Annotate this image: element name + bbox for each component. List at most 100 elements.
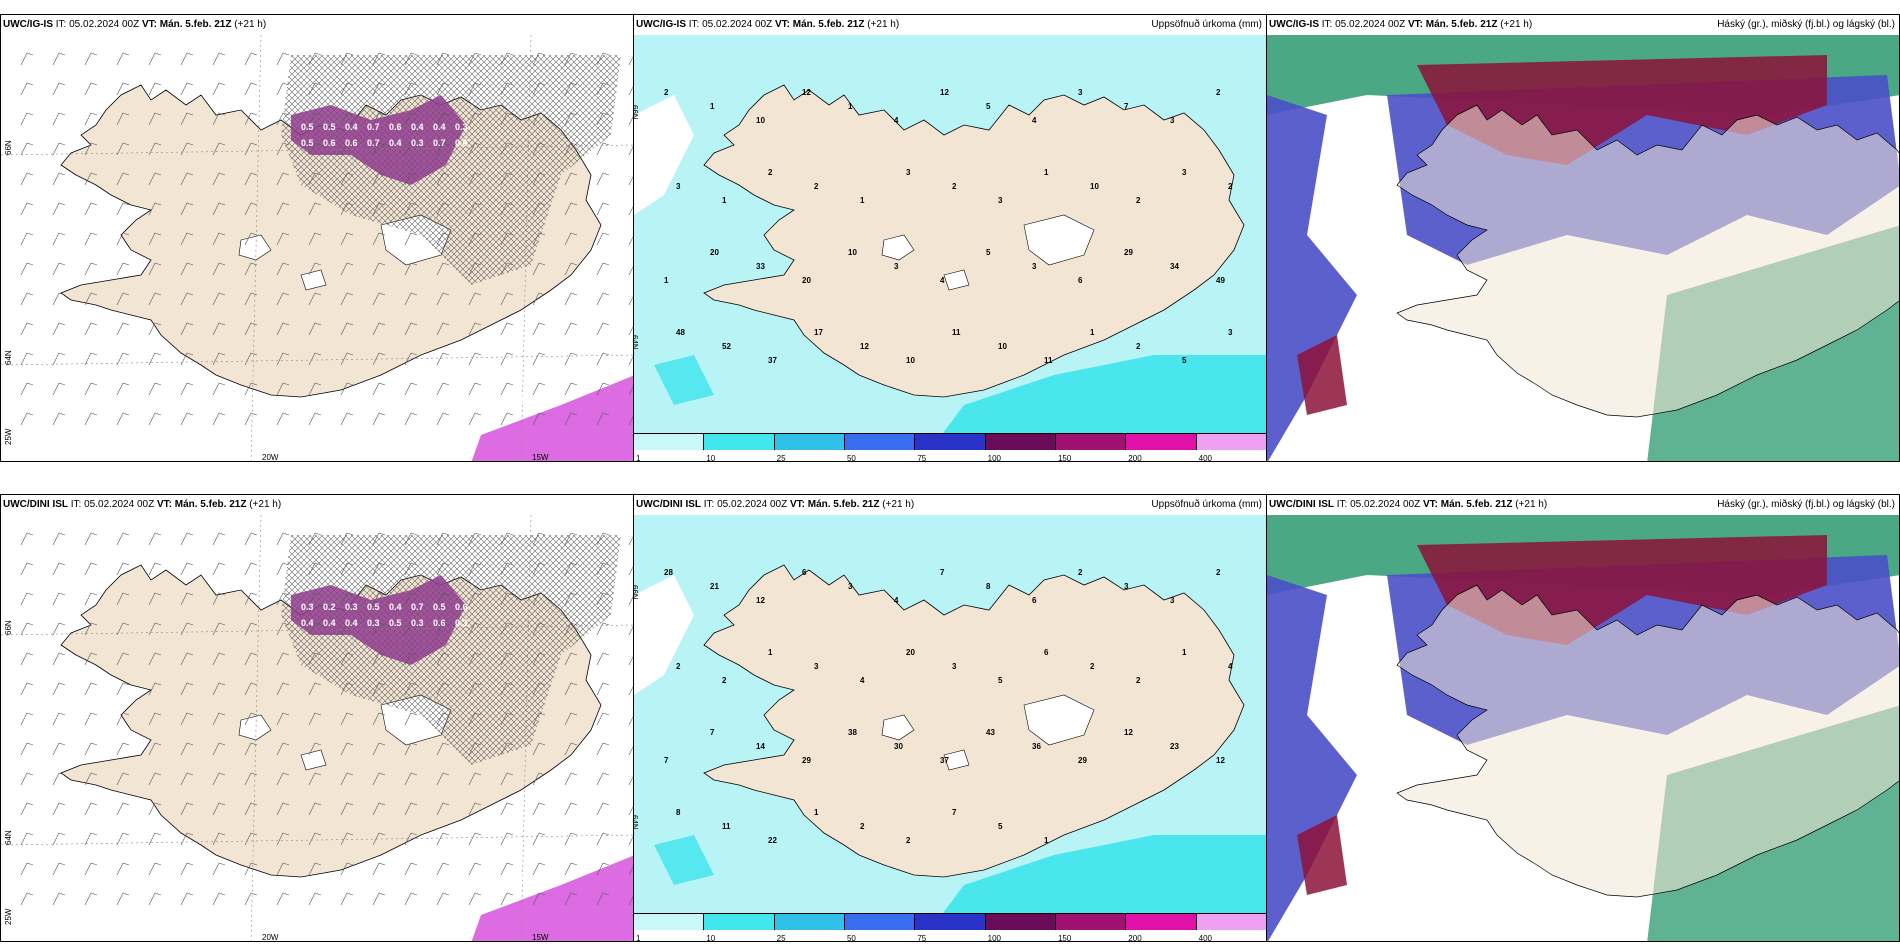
wind-barb [308,682,322,696]
wind-barb [628,626,633,636]
wind-barb [532,382,546,396]
wind-barb [116,112,130,126]
wind-barb [468,532,482,546]
wind-barb [148,202,162,216]
wind-barb [212,562,226,576]
wind-barb [244,382,258,396]
precip-value: 7 [710,728,715,737]
wind-barb [180,772,194,786]
wind-barb [596,772,610,786]
wind-barb [212,832,226,846]
wind-barb [564,772,578,786]
wind-barb [116,352,130,366]
panel-right-label: Uppsöfnuð úrkoma (mm) [1151,499,1262,510]
wind-barb [52,172,66,186]
wind-barb [212,352,226,366]
wind-barb [372,52,386,66]
magenta-area [471,375,633,461]
heavy-precip [934,355,1266,445]
precip-value: 1 [664,276,669,285]
wind-barb [20,532,34,546]
wind-barb [244,892,258,906]
wind-barb [468,562,482,576]
wind-barb [340,682,354,696]
precip-value: 52 [722,342,731,351]
wind-barb [212,202,226,216]
wind-barb [596,802,610,816]
wind-barb [84,52,98,66]
wind-barb [340,202,354,216]
precip-value: 3 [1170,596,1175,605]
colorbar-label: 150 [1057,454,1072,462]
wind-barb [116,592,130,606]
wind-barb [244,202,258,216]
wind-barb [180,622,194,636]
wind-barb [212,742,226,756]
wind-barb [436,82,450,96]
wind-barb [436,772,450,786]
precip-value: 29 [1078,756,1087,765]
wind-barb [436,322,450,336]
wind-barb [340,832,354,846]
panel-right-label: Háský (gr.), miðský (fj.bl.) og lágský (… [1717,499,1895,510]
wind-barb [244,262,258,276]
wind-barb [212,682,226,696]
wind-barb [212,592,226,606]
wind-barb [276,802,290,816]
hatch-area [281,55,621,285]
wind-barb [500,202,514,216]
wind-barb [436,742,450,756]
wind-barb [468,412,482,426]
wind-barb [628,86,633,96]
wind-barb [84,742,98,756]
wind-barb [180,172,194,186]
wind-barb [212,382,226,396]
wind-barb [308,382,322,396]
precip-value: 2 [1228,182,1233,191]
wind-barb [468,712,482,726]
wind-barb [308,892,322,906]
wind-barb [500,382,514,396]
wind-barb [276,892,290,906]
wind-barb [212,802,226,816]
wind-barb [276,292,290,306]
wind-barb [20,112,34,126]
precip-value: 4 [1228,662,1233,671]
mid-cloud [1267,95,1357,461]
wind-barb [436,142,450,156]
wind-barb [20,832,34,846]
wind-barb [148,142,162,156]
wind-barb [276,322,290,336]
dry-area [634,95,694,215]
wind-barb [564,142,578,156]
precip-map: 66N64N2821126347862332221342035622147714… [634,515,1266,925]
value-label: 0.6 [323,138,336,148]
wind-barb [372,832,386,846]
wind-barb [212,142,226,156]
wind-barb [404,82,418,96]
wind-barb [596,892,610,906]
wind-barb [372,112,386,126]
wind-barb [276,772,290,786]
purple-area [291,95,466,185]
value-label: 0.6 [455,602,468,612]
colorbar-label: 1 [636,454,641,462]
wind-barb [372,622,386,636]
wind-barb [180,802,194,816]
wind-barb [244,862,258,876]
axis-label: 64N [4,830,13,845]
wind-barb [468,82,482,96]
wind-barb [20,562,34,576]
graticule [520,35,532,461]
wind-barb [276,742,290,756]
heavy-precip [654,835,714,885]
wind-barb [532,112,546,126]
precip-value: 7 [664,756,669,765]
low-cloud [1297,335,1347,415]
wind-barb [52,532,66,546]
panel-igis-wind: UWC/IG-IS IT: 05.02.2024 00Z VT: Mán. 5.… [0,14,634,462]
wind-barb [372,142,386,156]
wind-barb [436,892,450,906]
wind-barb [436,202,450,216]
wind-barb [116,412,130,426]
